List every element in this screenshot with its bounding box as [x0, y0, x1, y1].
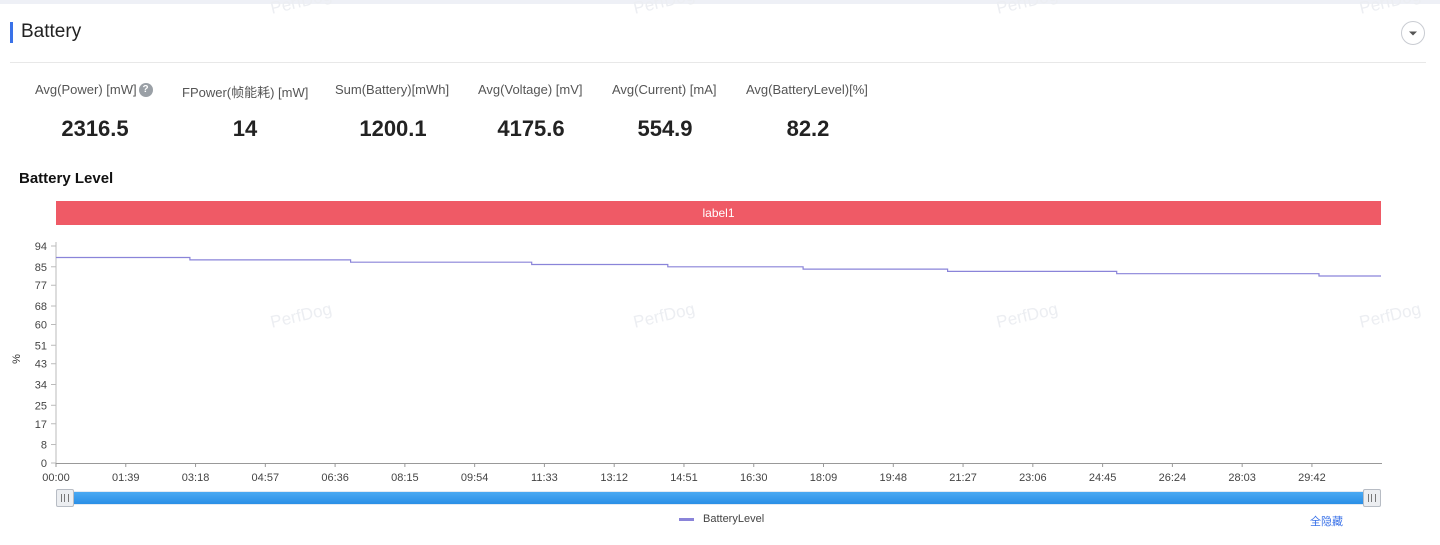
y-tick-label: 17: [35, 419, 47, 431]
watermark: PerfDog: [631, 0, 697, 18]
divider: [10, 62, 1426, 63]
y-tick-label: 43: [35, 359, 47, 371]
y-tick-label: 0: [41, 458, 47, 470]
metric-label: Avg(Power) [mW]?: [35, 82, 153, 97]
x-tick-label: 16:30: [740, 472, 768, 484]
series-line-batterylevel: [56, 256, 1381, 277]
metric-label: Avg(Voltage) [mV]: [478, 82, 583, 97]
x-tick-label: 14:51: [670, 472, 698, 484]
metric-label: Avg(Current) [mA]: [612, 82, 717, 97]
legend-label: BatteryLevel: [703, 513, 765, 525]
metric-label: FPower(帧能耗) [mW]: [182, 85, 309, 100]
x-tick-label: 11:33: [531, 472, 558, 484]
label-band-text: label1: [702, 206, 735, 220]
help-icon[interactable]: ?: [138, 82, 153, 97]
zoom-slider[interactable]: [56, 489, 1381, 507]
x-tick-label: 24:45: [1089, 472, 1117, 484]
collapse-button[interactable]: [1401, 21, 1425, 45]
top-border: [0, 0, 1440, 4]
slider-handle-right[interactable]: [1363, 489, 1381, 507]
chevron-down-icon: [1408, 24, 1418, 42]
battery-level-chart: 0 8 17 25 34 43 51 60 68 77 85 94 00:00 01:39 03:18 04:…: [35, 241, 1382, 484]
legend-swatch: [679, 517, 694, 521]
x-tick-label: 06:36: [321, 472, 349, 484]
x-tick-label: 23:06: [1019, 472, 1047, 484]
metric-value: 4175.6: [497, 116, 565, 141]
x-tick-label: 21:27: [949, 472, 977, 484]
x-tick-label: 08:15: [391, 472, 419, 484]
watermark: PerfDog: [268, 0, 334, 18]
metric-value: 554.9: [637, 116, 693, 141]
metric-value: 1200.1: [359, 116, 427, 141]
legend-item-batterylevel[interactable]: BatteryLevel: [679, 513, 764, 525]
metric-value: 14: [232, 116, 258, 141]
y-tick-label: 85: [35, 262, 47, 274]
y-tick-label: 94: [35, 241, 47, 253]
x-tick-label: 00:00: [42, 472, 70, 484]
x-tick-label: 26:24: [1159, 472, 1187, 484]
y-tick-label: 60: [35, 319, 47, 331]
metric-label-text: Avg(Power) [mW]: [35, 82, 137, 97]
x-tick-label: 28:03: [1228, 472, 1256, 484]
slider-handle-left[interactable]: [56, 489, 74, 507]
y-tick-label: 34: [35, 380, 47, 392]
label-band[interactable]: label1: [56, 201, 1381, 225]
x-tick-label: 19:48: [880, 472, 908, 484]
watermark: PerfDog: [1357, 0, 1423, 18]
metric-label: Sum(Battery)[mWh]: [335, 82, 450, 97]
y-tick-label: 68: [35, 301, 47, 313]
metric-value: 2316.5: [61, 116, 129, 141]
x-tick-label: 18:09: [810, 472, 838, 484]
watermark: PerfDog: [994, 0, 1060, 18]
grip-icon: [1368, 494, 1376, 502]
x-tick-label: 09:54: [461, 472, 489, 484]
y-tick-label: 77: [35, 280, 47, 292]
chart-title: Battery Level: [19, 170, 114, 187]
x-tick-label: 13:12: [600, 472, 628, 484]
slider-range[interactable]: [64, 492, 1373, 504]
x-tick-label: 04:57: [252, 472, 280, 484]
metric-label: Avg(BatteryLevel)[%]: [746, 82, 868, 97]
y-tick-label: 8: [41, 440, 47, 452]
x-tick-label: 29:42: [1298, 472, 1326, 484]
section-accent-bar: [10, 22, 13, 43]
metric-value: 82.2: [786, 116, 830, 141]
x-tick-label: 01:39: [112, 472, 140, 484]
y-tick-label: 25: [35, 400, 47, 412]
panel-title: Battery: [21, 21, 82, 42]
y-tick-label: 51: [35, 340, 47, 352]
x-tick-label: 03:18: [182, 472, 210, 484]
grip-icon: [61, 494, 69, 502]
hide-all-link[interactable]: 全隐藏: [1310, 516, 1343, 528]
